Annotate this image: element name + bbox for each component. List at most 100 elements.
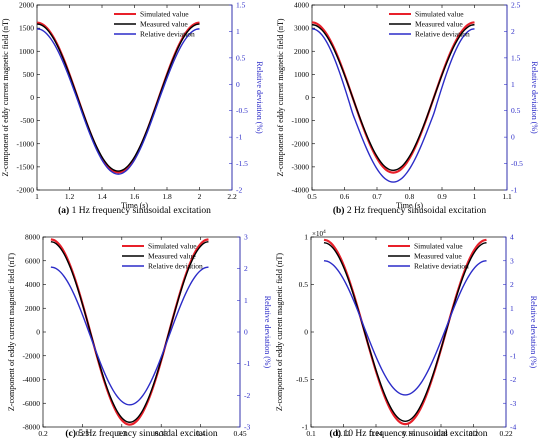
y2-axis-label: Relative deviation (%) [530,61,539,134]
legend-label: Relative deviation [414,262,469,271]
x-tick-label: 1.6 [130,192,140,201]
x-tick-label: 0.14 [369,429,382,438]
x-tick-label: 0.45 [233,429,246,438]
y2-tick-label: 1.5 [511,53,521,62]
y2-tick-label: 0 [511,133,515,142]
y-tick-label: 4000 [25,280,40,289]
panel-caption: (b) 2 Hz frequency sinusoidal excitation [333,205,487,216]
y-tick-label: 500 [23,70,35,79]
y2-tick-label: 0 [244,328,248,337]
y2-tick-label: -0.5 [236,106,248,115]
y-tick-label: 0 [36,328,40,337]
y-tick-label: 8000 [25,233,40,242]
legend-label: Simulated value [414,242,463,251]
panel-caption: (c) 5 Hz frequency sinusoidal excitation [65,428,217,439]
y-tick-label: 1000 [19,47,34,56]
y-tick-label: -1000 [17,139,35,148]
y-tick-label: -4000 [23,375,41,384]
y2-tick-label: 0.5 [511,106,521,115]
panel-caption-label: (a) [58,205,69,216]
y2-tick-label: 1.5 [236,1,246,10]
chart-panel-d: 0.1 0.12 0.14 0.16 0.18 0.2 0.22 -1 -0.5 0 0.5 1 -4 -… [275,229,538,439]
y-tick-label: 6000 [25,256,40,265]
x-tick-label: 0.9 [437,192,447,201]
y2-tick-label: -4 [510,423,516,432]
panel-caption-label: (c) [65,428,76,439]
legend-label: Measured value [415,20,463,29]
plot-frame [36,4,233,191]
y-tick-label: -2000 [17,186,35,195]
x-tick-label: 0.2 [469,429,479,438]
x-tick-label: 1.2 [65,192,75,201]
y-axis-label: Z-component of eddy current magnetic fie… [7,253,16,411]
y-tick-label: -8000 [23,423,41,432]
y-tick-label: 0 [30,93,34,102]
y-tick-label: -4000 [292,186,310,195]
y2-tick-label: 1 [511,80,515,89]
x-tick-label: 0.2 [38,429,48,438]
chart-panel-b: 0.5 0.6 0.7 0.8 0.9 1 1.1 -4000 -3000 -2000 -1000 0… [276,1,539,217]
y2-tick-label: 3 [244,233,248,242]
x-tick-label: 1.1 [502,192,512,201]
y-axis-label: Z-component of eddy current magnetic fie… [275,253,284,411]
series-line-measured-value [50,241,209,423]
y2-tick-label: -1 [244,359,250,368]
x-tick-label: 0.25 [76,429,89,438]
series-line-measured-value [36,23,200,172]
y2-tick-label: 0 [236,80,240,89]
y2-tick-label: -3 [510,399,516,408]
plot-frame [311,4,508,191]
series-line-relative-deviation [36,28,200,175]
y2-tick-label: -2 [236,186,242,195]
y2-tick-label: 4 [510,233,514,242]
y-tick-label: -2000 [292,139,310,148]
y2-tick-label: 2 [510,280,514,289]
x-tick-label: 0.7 [372,192,382,201]
y2-tick-label: -3 [244,423,250,432]
y-tick-label: -1000 [292,116,310,125]
x-tick-label: 1.8 [162,192,172,201]
x-tick-label: 2.2 [227,192,237,201]
panel-caption-text: 10 Hz frequency sinusoidal excitation [341,428,488,439]
legend-label: Measured value [148,252,196,261]
y2-tick-label: 1 [236,27,240,36]
y-tick-label: -500 [20,116,34,125]
y-tick-label: 1 [304,233,308,242]
x-tick-label: 0.22 [499,429,512,438]
series-line-measured-value [323,242,487,422]
y2-axis-label: Relative deviation (%) [263,296,272,369]
y2-tick-label: -1 [510,351,516,360]
panel-caption: (d) 10 Hz frequency sinusoidal excitatio… [329,428,487,439]
x-axis-label: Time (s) [396,201,423,210]
y-tick-label: 0 [304,328,308,337]
y-tick-label: -1 [302,423,308,432]
x-axis-label: Time (s) [121,201,148,210]
chart-panel-c: 0.2 0.25 0.3 0.35 0.4 0.45-8000-6000-4000-200… [7,233,272,439]
y2-tick-label: 2.5 [511,1,521,10]
x-tick-label: 0.35 [155,429,168,438]
y2-tick-label: 2 [511,27,515,36]
y-tick-label: 2000 [294,47,309,56]
chart-panel-a: 1 1.2 1.4 1.6 1.8 2 2.2 -2000 -1500 -1000 -500 0 500… [1,1,264,217]
y-tick-label: 3000 [294,24,309,33]
x-tick-label: 0.18 [434,429,447,438]
y2-tick-label: -1 [236,133,242,142]
panel-caption-label: (d) [329,428,341,439]
y-tick-label: -2000 [23,351,41,360]
y-tick-label: 1500 [19,24,34,33]
y2-axis-label: Relative deviation (%) [529,296,538,369]
panel-caption-label: (b) [333,205,345,216]
series-line-measured-value [311,23,475,172]
y2-tick-label: -2 [510,375,516,384]
series-line-simulated-value [311,21,475,174]
legend-label: Measured value [140,20,188,29]
x-tick-label: 1 [35,192,39,201]
series-line-relative-deviation [50,266,209,406]
y-tick-label: 2000 [25,304,40,313]
legend-label: Relative deviation [140,30,195,39]
y-multiplier-exponent: 4 [323,229,326,235]
y-axis-label: Z-component of eddy current magnetic fie… [1,18,10,176]
legend-label: Measured value [414,252,462,261]
y-tick-label: 1000 [294,70,309,79]
